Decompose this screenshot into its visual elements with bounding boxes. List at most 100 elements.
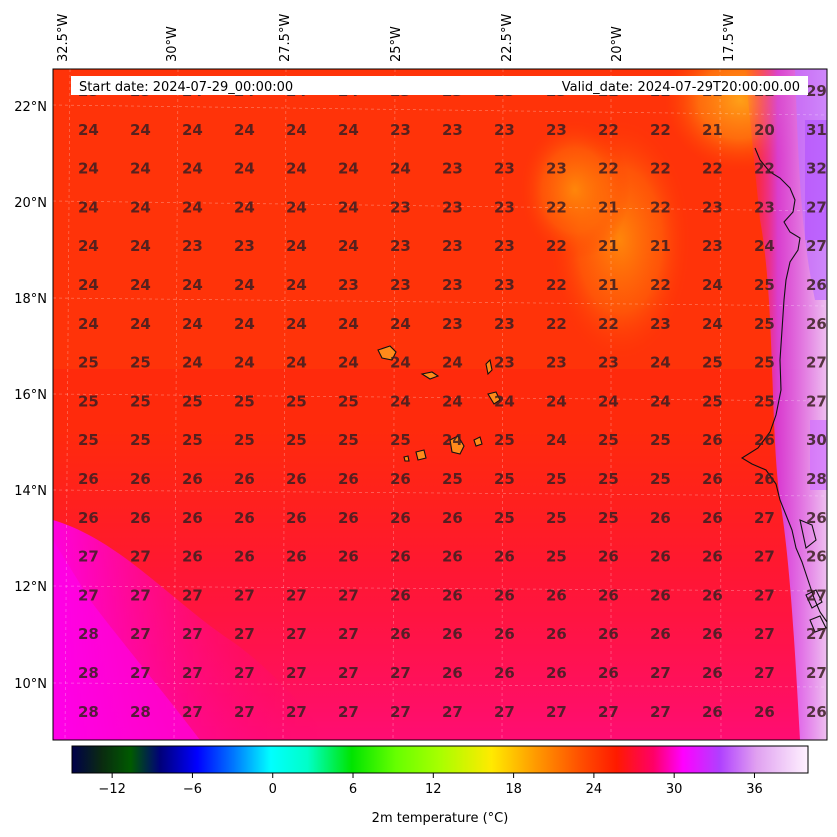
temperature-value: 23 — [442, 198, 463, 216]
temperature-value: 23 — [546, 160, 567, 178]
temperature-value: 27 — [806, 625, 827, 643]
temperature-value: 27 — [754, 664, 775, 682]
temperature-value: 24 — [650, 392, 671, 410]
temperature-value: 27 — [650, 703, 671, 721]
lon-label: 25°W — [389, 26, 404, 62]
temperature-value: 24 — [650, 354, 671, 372]
temperature-value: 26 — [598, 625, 619, 643]
temperature-value: 23 — [390, 237, 411, 255]
temperature-value: 27 — [234, 586, 255, 604]
start-date-label: Start date: 2024-07-29_00:00:00 — [79, 80, 293, 95]
temperature-value: 25 — [494, 431, 515, 449]
temperature-value: 23 — [442, 160, 463, 178]
temperature-value: 25 — [546, 509, 567, 527]
temperature-value: 27 — [286, 703, 307, 721]
temperature-value: 24 — [78, 160, 99, 178]
temperature-value: 23 — [234, 237, 255, 255]
temperature-value: 27 — [286, 625, 307, 643]
graticule — [53, 69, 827, 740]
temperature-value: 24 — [598, 392, 619, 410]
temperature-value: 26 — [390, 625, 411, 643]
temperature-value: 27 — [806, 198, 827, 216]
lat-label: 14°N — [14, 484, 47, 499]
temperature-value: 24 — [286, 237, 307, 255]
temperature-value: 23 — [702, 198, 723, 216]
temperature-value: 26 — [234, 548, 255, 566]
temperature-value: 23 — [494, 160, 515, 178]
temperature-value: 26 — [650, 586, 671, 604]
temperature-value: 26 — [806, 548, 827, 566]
temperature-value: 25 — [598, 509, 619, 527]
temperature-value: 27 — [754, 625, 775, 643]
temperature-value: 27 — [130, 548, 151, 566]
temperature-value: 27 — [182, 703, 203, 721]
lat-label: 20°N — [14, 196, 47, 211]
temperature-value: 26 — [78, 470, 99, 488]
lon-label: 22.5°W — [500, 14, 515, 62]
temperature-value: 32 — [806, 160, 827, 178]
temperature-value: 23 — [650, 315, 671, 333]
temperature-value: 22 — [598, 315, 619, 333]
temperature-value: 25 — [754, 354, 775, 372]
temperature-value: 23 — [494, 315, 515, 333]
temperature-value: 21 — [650, 237, 671, 255]
temperature-value: 26 — [390, 586, 411, 604]
temperature-value: 23 — [702, 237, 723, 255]
temperature-value: 24 — [234, 160, 255, 178]
temperature-value: 23 — [442, 315, 463, 333]
colorbar-tick-label: −12 — [98, 782, 125, 797]
temperature-value: 26 — [442, 664, 463, 682]
temperature-value: 28 — [78, 664, 99, 682]
temperature-value: 27 — [806, 237, 827, 255]
temperature-value: 26 — [390, 470, 411, 488]
temperature-value: 26 — [650, 548, 671, 566]
lon-label: 17.5°W — [722, 14, 737, 62]
temperature-value: 27 — [806, 392, 827, 410]
temperature-value: 26 — [234, 509, 255, 527]
temperature-value: 23 — [598, 354, 619, 372]
temperature-value: 26 — [702, 548, 723, 566]
lat-label: 12°N — [14, 580, 47, 595]
temperature-value: 26 — [182, 509, 203, 527]
temperature-value: 26 — [702, 431, 723, 449]
temperature-value: 27 — [390, 664, 411, 682]
temperature-value: 26 — [650, 509, 671, 527]
temperature-value: 25 — [130, 392, 151, 410]
coastline — [740, 147, 827, 633]
temperature-value: 25 — [754, 392, 775, 410]
temperature-value: 24 — [130, 160, 151, 178]
temperature-value: 25 — [598, 470, 619, 488]
temperature-value: 24 — [754, 237, 775, 255]
temperature-value: 24 — [286, 276, 307, 294]
temperature-value: 22 — [754, 160, 775, 178]
temperature-value: 26 — [130, 509, 151, 527]
temperature-value: 25 — [390, 431, 411, 449]
temperature-value: 26 — [754, 703, 775, 721]
temperature-value: 23 — [494, 198, 515, 216]
temperature-value: 27 — [286, 664, 307, 682]
temperature-value: 26 — [494, 625, 515, 643]
temperature-value: 27 — [234, 664, 255, 682]
temperature-value: 23 — [546, 354, 567, 372]
temperature-value: 22 — [598, 160, 619, 178]
temperature-value: 27 — [286, 586, 307, 604]
temperature-value: 23 — [754, 198, 775, 216]
temperature-value: 27 — [390, 703, 411, 721]
temperature-value: 23 — [390, 121, 411, 139]
temperature-value: 22 — [650, 121, 671, 139]
temperature-value: 25 — [494, 470, 515, 488]
temperature-value: 26 — [546, 664, 567, 682]
temperature-value: 26 — [78, 509, 99, 527]
temperature-value: 26 — [598, 548, 619, 566]
temperature-value: 28 — [78, 703, 99, 721]
temperature-value: 25 — [702, 354, 723, 372]
temperature-value: 24 — [78, 237, 99, 255]
temperature-value: 25 — [598, 431, 619, 449]
temperature-value: 25 — [546, 470, 567, 488]
temperature-value: 25 — [286, 431, 307, 449]
lat-label: 18°N — [14, 292, 47, 307]
temperature-value: 26 — [130, 470, 151, 488]
temperature-value: 25 — [338, 392, 359, 410]
temperature-value: 21 — [598, 276, 619, 294]
temperature-value: 27 — [442, 703, 463, 721]
